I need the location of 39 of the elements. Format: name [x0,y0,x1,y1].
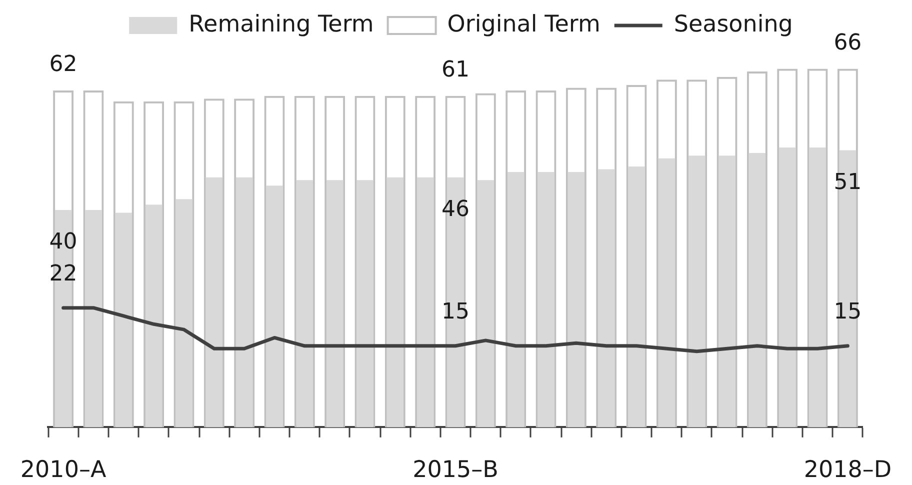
data-label: 22 [49,262,78,287]
data-label: 62 [49,52,78,78]
data-label: 66 [834,30,862,56]
data-label: 40 [49,230,78,255]
bar [145,204,162,428]
bar [809,148,826,428]
legend-label: Remaining Term [188,11,374,38]
legend-label: Seasoning [674,11,793,38]
bar [538,172,554,428]
x-tick-label: 2015–B [412,457,498,484]
data-label: 51 [834,170,862,195]
bar [477,180,494,428]
data-label: 15 [441,300,470,325]
x-tick-label: 2018–D [804,457,892,484]
bar [85,210,102,428]
bar [115,212,132,428]
bar [628,166,645,428]
bar [748,152,766,428]
bar [236,177,253,428]
bar [507,172,524,428]
data-label: 15 [834,300,862,325]
bar [778,148,796,428]
bar [266,186,283,428]
bar [718,156,736,428]
bar [688,156,706,428]
bar [296,180,314,428]
bar [568,172,585,428]
x-tick-label: 2010–A [20,457,106,484]
bar [416,177,434,428]
bar [326,180,344,428]
bar [598,169,615,428]
bar [356,180,374,428]
data-label: 61 [441,58,470,83]
bar [206,177,223,428]
bar [658,158,676,428]
legend-label: Original Term [447,11,600,38]
bar [386,177,404,428]
data-label: 46 [441,197,470,222]
bar [176,199,192,428]
